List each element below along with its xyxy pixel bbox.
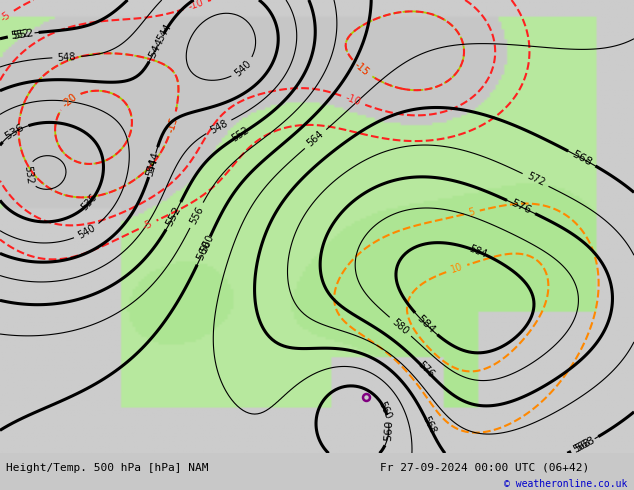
Text: -15: -15	[353, 60, 371, 78]
Text: 544: 544	[155, 23, 173, 44]
Text: 548: 548	[208, 118, 230, 135]
Text: -20: -20	[60, 92, 79, 109]
Text: -10: -10	[187, 0, 205, 12]
Text: 572: 572	[525, 172, 546, 189]
Text: 5: 5	[468, 207, 476, 218]
Text: 568: 568	[573, 435, 597, 454]
Text: 564: 564	[306, 129, 326, 149]
Text: 584: 584	[467, 244, 488, 260]
Text: 544: 544	[147, 36, 165, 59]
Text: -15: -15	[165, 115, 180, 133]
Text: -15: -15	[353, 60, 371, 78]
Text: 552: 552	[230, 125, 251, 144]
Text: 536: 536	[79, 193, 100, 213]
Text: Fr 27-09-2024 00:00 UTC (06+42): Fr 27-09-2024 00:00 UTC (06+42)	[380, 463, 590, 473]
Text: 560: 560	[199, 233, 216, 254]
Text: 584: 584	[415, 313, 437, 335]
Text: 10: 10	[450, 262, 464, 275]
Text: 544: 544	[145, 150, 161, 173]
Text: 568: 568	[570, 149, 593, 168]
Text: -20: -20	[60, 92, 79, 109]
Text: 552: 552	[10, 28, 30, 41]
Text: 576: 576	[509, 198, 533, 216]
Text: © weatheronline.co.uk: © weatheronline.co.uk	[504, 480, 628, 490]
Text: -5: -5	[0, 9, 13, 24]
Text: -10: -10	[344, 93, 362, 108]
Text: 540: 540	[76, 222, 98, 241]
Text: 560: 560	[195, 239, 213, 262]
Text: -5: -5	[141, 218, 154, 231]
Text: 576: 576	[415, 359, 436, 380]
Text: 532: 532	[22, 165, 34, 185]
Text: Height/Temp. 500 hPa [hPa] NAM: Height/Temp. 500 hPa [hPa] NAM	[6, 463, 209, 473]
Text: 556: 556	[188, 205, 205, 226]
Text: 552: 552	[12, 28, 34, 41]
Text: 560: 560	[383, 419, 394, 441]
Text: 568: 568	[572, 437, 593, 454]
Text: 580: 580	[390, 317, 411, 337]
Text: 560: 560	[377, 399, 393, 420]
Text: 536: 536	[3, 122, 26, 142]
Text: 544: 544	[145, 157, 159, 177]
Text: 568: 568	[420, 415, 437, 436]
Text: -15: -15	[165, 115, 180, 133]
Text: 548: 548	[57, 52, 76, 63]
Text: 540: 540	[233, 58, 254, 78]
Text: 552: 552	[164, 204, 183, 227]
